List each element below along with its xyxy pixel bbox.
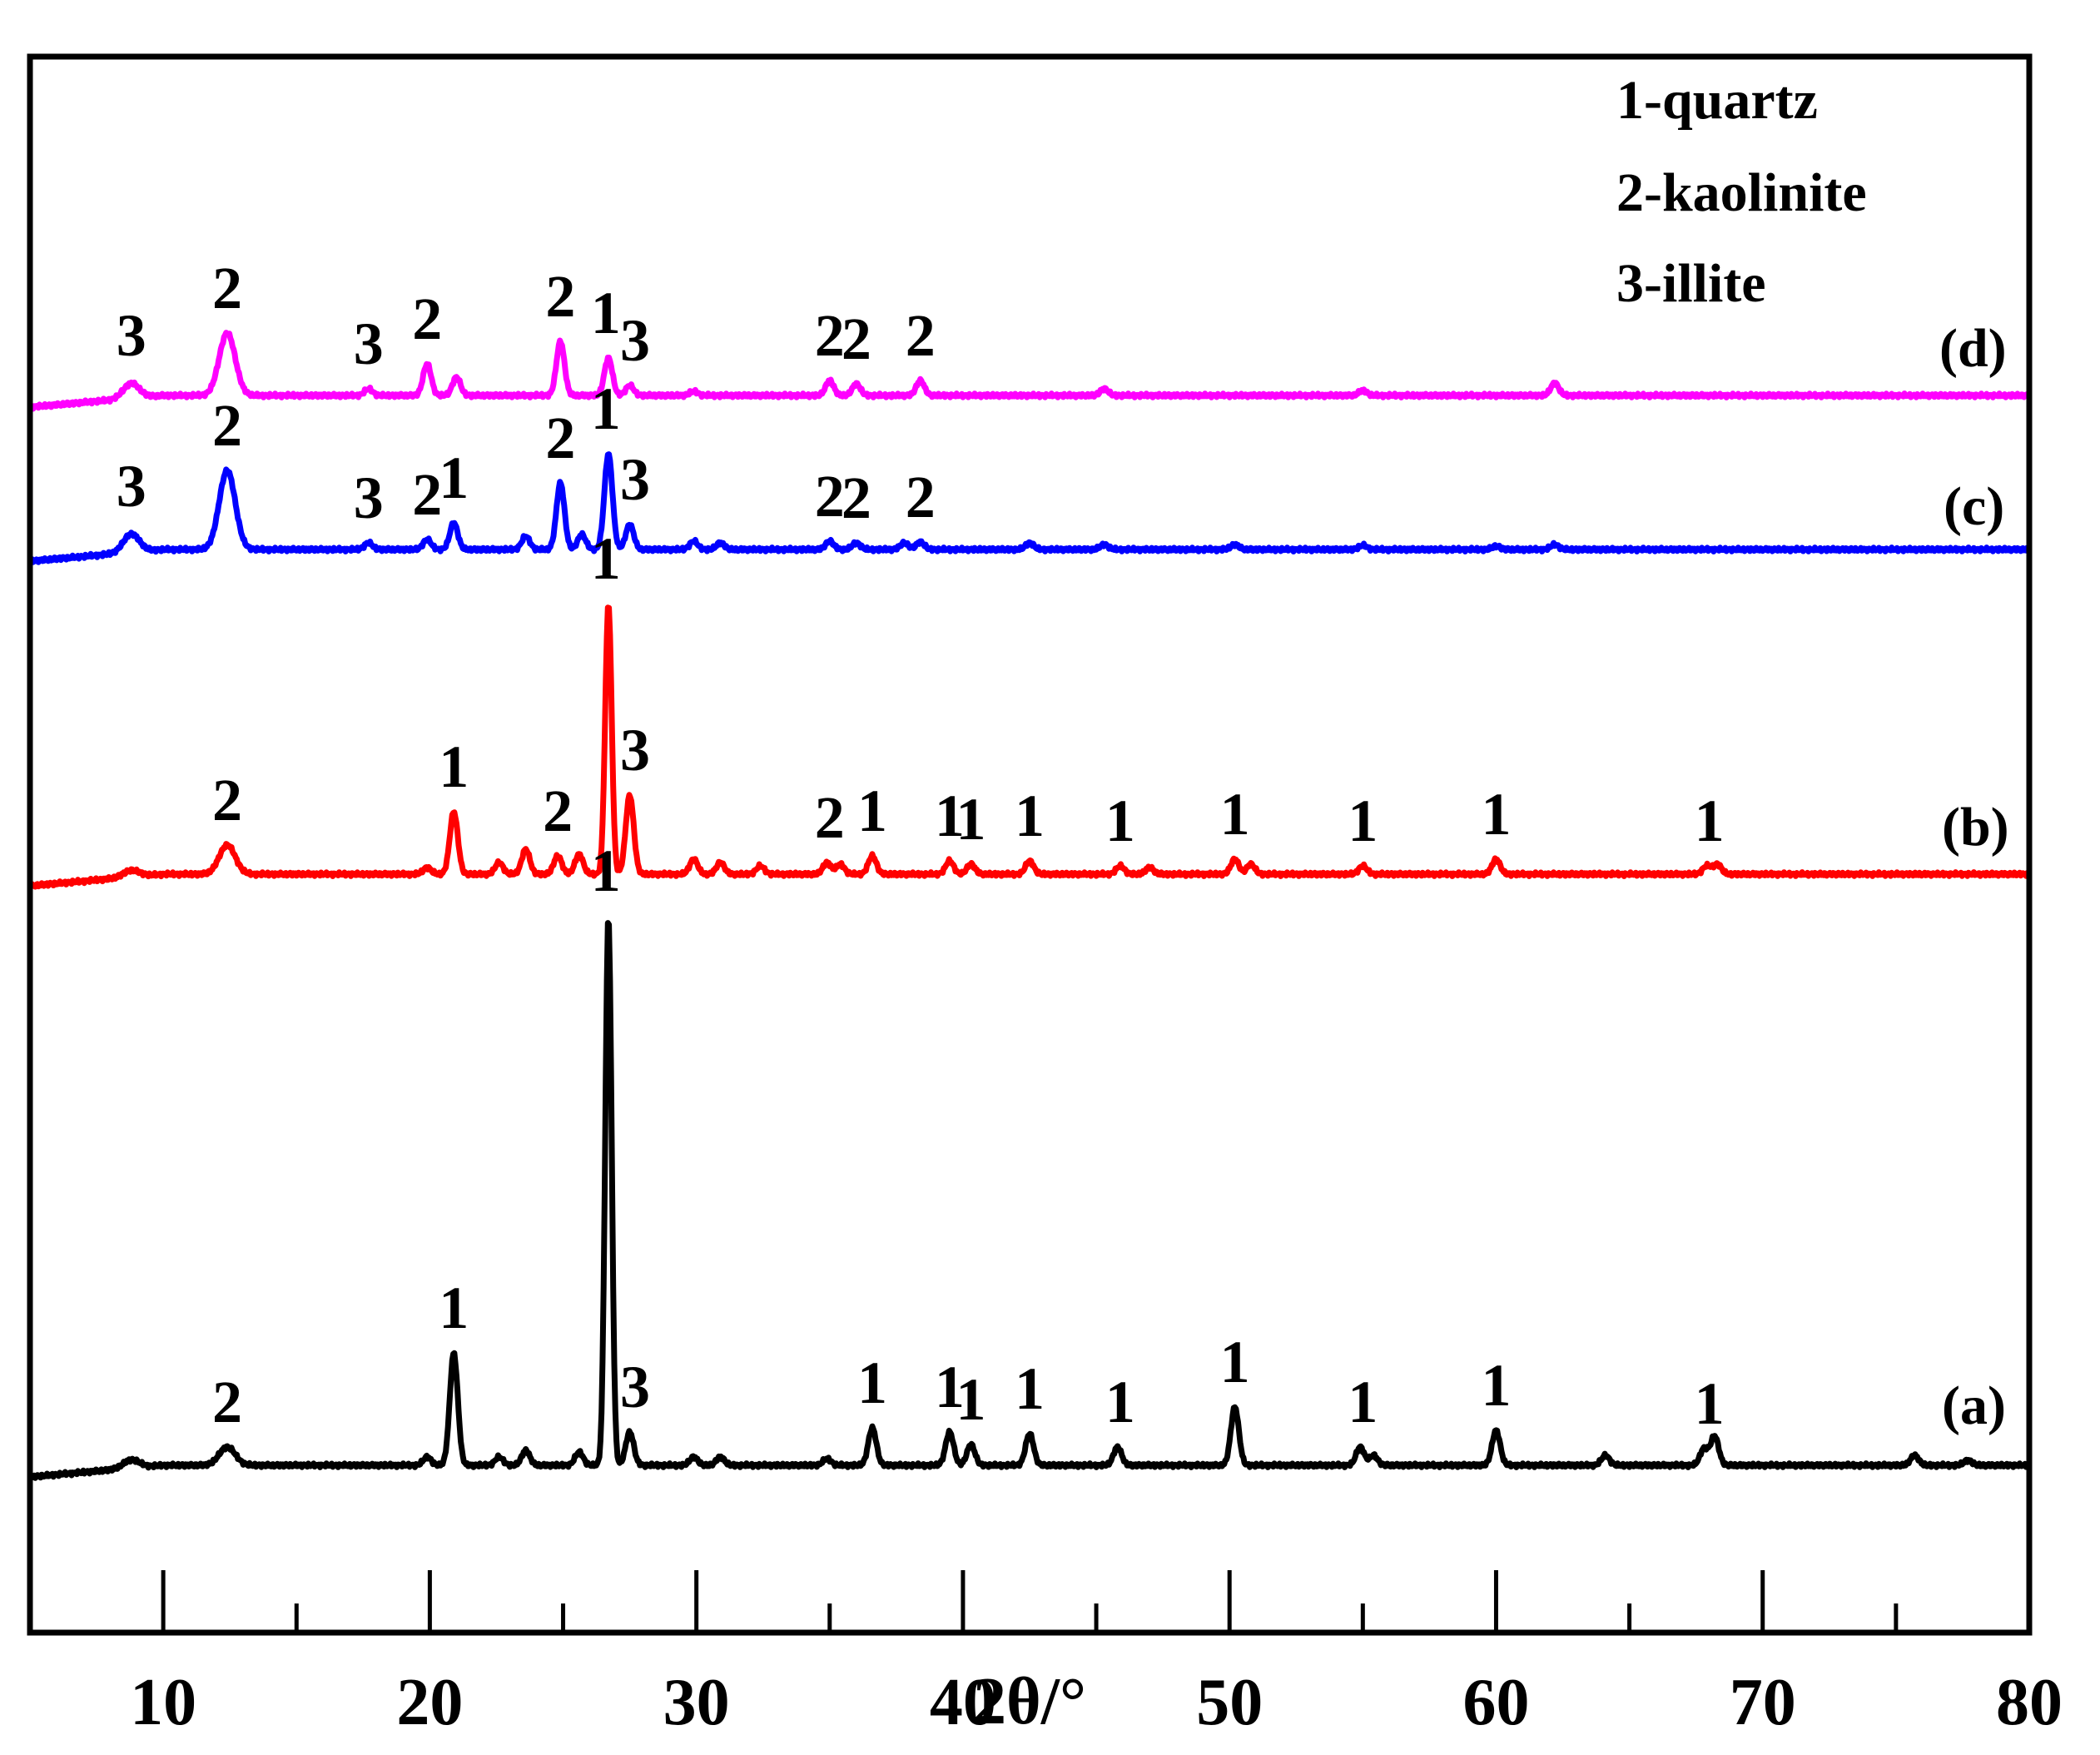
peak-label: 2 — [212, 255, 242, 321]
peak-label: 1 — [857, 1350, 887, 1416]
peak-label: 2 — [212, 767, 242, 833]
peak-label: 1 — [591, 525, 621, 592]
peak-label: 1 — [956, 1366, 986, 1433]
peak-label: 2 — [545, 263, 575, 330]
peak-label: 3 — [117, 453, 146, 520]
x-tick-label: 60 — [1462, 1666, 1529, 1739]
peak-label: 2 — [841, 306, 871, 372]
series-layer — [27, 330, 2031, 1481]
peak-label: 1 — [857, 778, 887, 844]
x-tick-label: 10 — [130, 1666, 196, 1739]
peak-label: 3 — [620, 717, 650, 783]
peak-label: 1 — [1220, 1329, 1250, 1395]
series-line-d — [27, 330, 2031, 412]
x-tick-label: 80 — [1996, 1666, 2063, 1739]
peak-label: 1 — [1348, 1369, 1378, 1435]
legend-kaolinite: 2-kaolinite — [1616, 162, 1867, 223]
peak-label: 1 — [1015, 783, 1045, 849]
peak-label: 1 — [1105, 788, 1135, 854]
peak-label: 1 — [1220, 781, 1250, 848]
peak-label: 1 — [1695, 1370, 1725, 1437]
series-line-c — [27, 451, 2031, 565]
peak-label: 3 — [620, 1354, 650, 1420]
peak-label: 1 — [439, 445, 469, 511]
legend-quartz: 1-quartz — [1616, 70, 1818, 131]
peak-label: 3 — [117, 302, 146, 369]
peak-label: 1 — [935, 1354, 965, 1420]
peak-label: 2 — [815, 784, 845, 851]
peak-label: 1 — [1695, 788, 1725, 854]
legend: 1-quartz 2-kaolinite 3-illite — [1616, 70, 1867, 314]
peak-label: 1 — [956, 786, 986, 853]
series-label-d: (d) — [1939, 318, 2007, 379]
series-label-b: (b) — [1942, 797, 2009, 858]
peak-label: 1 — [439, 1275, 469, 1341]
peak-label: 1 — [591, 280, 621, 346]
peak-label: 1 — [591, 375, 621, 442]
x-axis-ticks: 10 20 30 40 50 60 70 80 — [130, 1570, 2063, 1739]
peak-label: 3 — [620, 307, 650, 374]
peak-label: 3 — [620, 446, 650, 513]
peak-label: 2 — [906, 302, 936, 369]
peak-label: 2 — [212, 1369, 242, 1435]
x-tick-label: 20 — [396, 1666, 463, 1739]
x-tick-label: 30 — [663, 1666, 730, 1739]
peak-label: 2 — [815, 302, 845, 369]
peak-label: 1 — [591, 838, 621, 904]
peak-label: 2 — [412, 286, 442, 352]
peak-label: 1 — [1105, 1369, 1135, 1435]
series-labels: (d) (c) (b) (a) — [1939, 318, 2009, 1436]
peak-label: 1 — [1348, 788, 1378, 854]
x-tick-label: 40 — [930, 1666, 996, 1739]
peak-label: 2 — [815, 463, 845, 529]
series-label-c: (c) — [1944, 476, 2004, 537]
peak-label: 2 — [412, 461, 442, 528]
peak-label: 2 — [906, 464, 936, 530]
series-label-a: (a) — [1942, 1375, 2006, 1436]
peak-label: 3 — [354, 311, 384, 377]
legend-illite: 3-illite — [1616, 253, 1766, 314]
peak-label: 1 — [439, 733, 469, 800]
peak-label: 2 — [543, 778, 573, 844]
x-tick-label: 70 — [1730, 1666, 1796, 1739]
peak-label: 2 — [545, 405, 575, 471]
series-line-b — [27, 604, 2030, 890]
peak-label: 3 — [354, 465, 384, 531]
peak-label: 2 — [841, 465, 871, 531]
peak-label: 1 — [1481, 781, 1511, 848]
peak-label: 1 — [1481, 1352, 1511, 1419]
x-tick-label: 50 — [1196, 1666, 1263, 1739]
plot-frame — [27, 53, 2033, 1636]
peak-label: 1 — [1015, 1355, 1045, 1422]
peak-label: 2 — [212, 392, 242, 459]
series-line-a — [27, 920, 2030, 1481]
peak-label: 1 — [935, 783, 965, 849]
x-axis-title: 2θ/° — [973, 1665, 1086, 1738]
